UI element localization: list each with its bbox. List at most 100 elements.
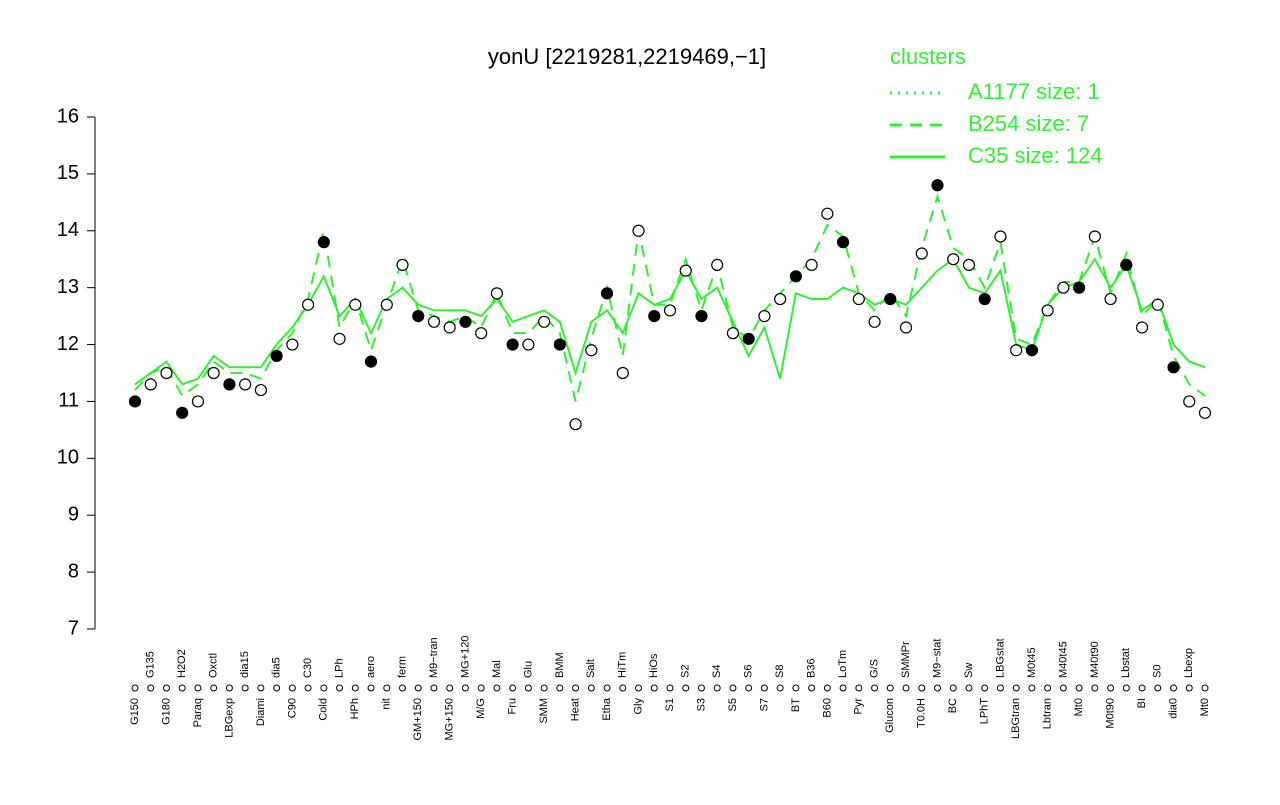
x-tick-marker <box>1185 684 1193 692</box>
x-tick-marker <box>162 684 170 692</box>
data-point <box>506 338 519 351</box>
data-point <box>191 395 205 408</box>
x-tick-label: GM+150 <box>412 698 424 741</box>
x-tick-label: SMMPr <box>900 641 912 678</box>
data-point <box>711 258 724 272</box>
x-tick-marker <box>225 684 233 692</box>
data-point <box>538 315 551 328</box>
data-point <box>364 355 378 368</box>
data-point <box>239 378 252 391</box>
x-tick-label: Sw <box>963 663 975 678</box>
x-tick-marker <box>1201 684 1209 692</box>
x-tick-label: S6 <box>743 665 755 678</box>
x-tick-marker <box>965 684 973 692</box>
x-tick-marker <box>981 684 989 692</box>
x-tick-label: B36 <box>806 658 818 678</box>
x-tick-marker <box>1091 684 1099 692</box>
x-tick-marker <box>304 684 312 692</box>
data-point <box>380 298 393 311</box>
data-point <box>301 298 315 311</box>
x-tick-marker <box>194 684 202 692</box>
x-tick-label: LPhT <box>979 698 991 725</box>
x-tick-marker <box>1044 684 1052 692</box>
data-point <box>1183 395 1196 408</box>
data-point <box>317 236 330 249</box>
x-tick-marker <box>131 684 139 692</box>
data-point <box>1057 281 1070 294</box>
x-tick-label: M40t90 <box>1089 641 1101 678</box>
data-point <box>805 258 818 272</box>
x-tick-label: G150 <box>129 698 141 725</box>
x-tick-marker <box>713 684 721 692</box>
x-tick-marker <box>729 684 737 692</box>
x-tick-label: B60 <box>821 698 833 718</box>
x-tick-marker <box>697 684 705 692</box>
x-tick-label: HiOs <box>648 653 660 678</box>
x-tick-marker <box>635 684 643 692</box>
x-tick-label: M9−stat <box>931 639 943 678</box>
x-tick-marker <box>996 684 1004 692</box>
x-tick-label: HPh <box>349 698 361 719</box>
x-tick-label: Cold <box>318 698 330 721</box>
x-tick-label: BI <box>1136 698 1148 708</box>
x-tick-label: Lbstat <box>1120 648 1132 678</box>
x-tick-marker <box>918 684 926 692</box>
x-tick-label: M40t45 <box>1057 641 1069 678</box>
x-tick-marker <box>178 684 186 692</box>
x-tick-marker <box>210 684 218 692</box>
x-tick-label: S4 <box>711 665 723 678</box>
data-point <box>144 378 157 391</box>
x-tick-label: T0.0H <box>916 698 928 728</box>
x-tick-label: LoTm <box>837 650 849 678</box>
x-tick-label: S1 <box>664 698 676 711</box>
x-tick-label: S5 <box>727 698 739 711</box>
x-tick-label: C30 <box>302 658 314 678</box>
x-tick-label: Mal <box>491 660 503 678</box>
x-tick-label: Lbexp <box>1183 648 1195 678</box>
x-tick-label: S3 <box>695 698 707 711</box>
y-tick-label: 10 <box>57 447 79 469</box>
x-tick-marker <box>587 684 595 692</box>
x-tick-marker <box>949 684 957 692</box>
x-tick-marker <box>823 684 831 692</box>
data-point <box>1025 344 1039 357</box>
x-tick-label: M0t90 <box>1104 698 1116 729</box>
chart-title: yonU [2219281,2219469,−1] <box>488 44 766 69</box>
x-tick-label: M/G <box>475 698 487 719</box>
x-tick-marker <box>1107 684 1115 692</box>
x-tick-marker <box>666 684 674 692</box>
data-point <box>978 292 991 306</box>
y-tick-label: 14 <box>57 219 79 241</box>
x-tick-marker <box>1154 684 1162 692</box>
data-point <box>396 258 409 272</box>
data-point <box>915 247 928 260</box>
data-point <box>868 315 881 328</box>
series-line <box>134 193 1206 402</box>
y-tick-label: 9 <box>68 504 79 526</box>
x-tick-label: Paraq <box>192 698 204 727</box>
x-tick-marker <box>792 684 800 692</box>
x-tick-label: Mt0 <box>1199 698 1211 716</box>
x-tick-label: BT <box>790 698 802 712</box>
data-point <box>789 270 802 283</box>
x-tick-label: Gly <box>632 698 644 715</box>
data-point <box>679 264 692 277</box>
x-tick-label: ferm <box>396 656 408 678</box>
x-tick-marker <box>650 684 658 692</box>
x-tick-marker <box>446 684 454 692</box>
x-tick-label: Glu <box>522 661 534 678</box>
data-point <box>459 315 472 328</box>
x-tick-marker <box>288 684 296 692</box>
x-tick-marker <box>493 684 501 692</box>
x-tick-marker <box>603 684 611 692</box>
data-point <box>1088 230 1101 243</box>
x-tick-marker <box>776 684 784 692</box>
data-point <box>899 321 913 334</box>
x-tick-label: Glucon <box>884 698 896 733</box>
data-point <box>522 338 535 351</box>
x-tick-marker <box>682 684 690 692</box>
data-point <box>632 224 645 237</box>
data-point <box>1041 304 1054 317</box>
data-point <box>286 338 299 351</box>
